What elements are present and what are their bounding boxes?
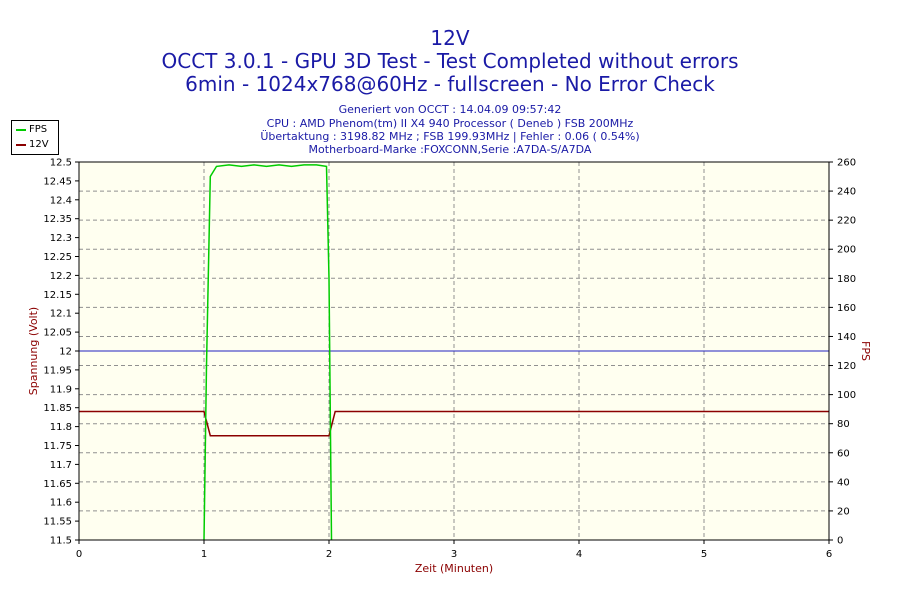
x-tick-label: 4 (576, 549, 582, 560)
x-tick-label: 1 (201, 549, 207, 560)
y-tick-label-right: 200 (837, 245, 856, 256)
y-tick-label-left: 11.9 (50, 384, 72, 395)
y-tick-label-left: 12.3 (50, 233, 72, 244)
y-tick-label-left: 11.6 (50, 498, 72, 509)
y-tick-label-right: 220 (837, 216, 856, 227)
y-tick-label-right: 180 (837, 274, 856, 285)
y-axis-title-right: FPS (859, 341, 872, 361)
y-tick-label-left: 11.65 (43, 479, 72, 490)
y-tick-label-left: 12.35 (43, 214, 72, 225)
x-tick-label: 3 (451, 549, 457, 560)
y-tick-label-left: 12.2 (50, 271, 72, 282)
legend-label-fps: FPS (29, 124, 48, 135)
y-tick-label-right: 80 (837, 419, 850, 430)
info-overclock: Übertaktung : 3198.82 MHz ; FSB 199.93MH… (260, 130, 640, 143)
x-tick-label: 5 (701, 549, 707, 560)
chart-legend: FPS 12V (11, 120, 59, 155)
y-tick-label-left: 11.85 (43, 403, 72, 414)
y-tick-label-left: 11.5 (50, 536, 72, 547)
y-tick-label-right: 260 (837, 158, 856, 169)
y-tick-label-left: 12 (59, 347, 72, 358)
y-tick-label-left: 11.7 (50, 460, 72, 471)
info-generated: Generiert von OCCT : 14.04.09 09:57:42 (338, 103, 562, 116)
info-motherboard: Motherboard-Marke :FOXCONN,Serie :A7DA-S… (308, 143, 592, 156)
y-tick-label-left: 11.8 (50, 422, 72, 433)
y-tick-label-left: 12.15 (43, 290, 72, 301)
y-tick-label-left: 12.05 (43, 328, 72, 339)
legend-swatch-12v (16, 144, 26, 146)
y-tick-label-right: 120 (837, 361, 856, 372)
x-tick-label: 2 (326, 549, 332, 560)
info-cpu: CPU : AMD Phenom(tm) II X4 940 Processor… (266, 117, 634, 130)
y-axis-title-left: Spannung (Volt) (27, 307, 40, 395)
y-tick-label-left: 12.25 (43, 252, 72, 263)
legend-label-12v: 12V (29, 139, 49, 150)
y-tick-label-right: 160 (837, 303, 856, 314)
chart-subtitle-config: 6min - 1024x768@60Hz - fullscreen - No E… (185, 72, 715, 96)
y-tick-label-right: 20 (837, 506, 850, 517)
y-tick-label-right: 0 (837, 536, 843, 547)
x-tick-label: 6 (826, 549, 832, 560)
chart-subtitle-test: OCCT 3.0.1 - GPU 3D Test - Test Complete… (161, 49, 739, 73)
legend-item-fps: FPS (16, 123, 56, 137)
x-tick-label: 0 (76, 549, 82, 560)
y-tick-label-right: 240 (837, 187, 856, 198)
y-tick-label-left: 11.55 (43, 517, 72, 528)
y-tick-label-right: 40 (837, 477, 850, 488)
series-line-12v (79, 410, 829, 437)
chart-title: 12V (430, 26, 470, 50)
y-tick-label-left: 11.75 (43, 441, 72, 452)
y-tick-label-left: 12.45 (43, 176, 72, 187)
legend-item-12v: 12V (16, 138, 56, 152)
series-line-fps (203, 164, 333, 541)
y-tick-label-right: 140 (837, 332, 856, 343)
y-tick-label-left: 11.95 (43, 365, 72, 376)
x-axis-title: Zeit (Minuten) (415, 562, 493, 575)
y-tick-label-left: 12.4 (50, 195, 72, 206)
y-tick-label-left: 12.1 (50, 309, 72, 320)
y-tick-label-right: 60 (837, 448, 850, 459)
legend-swatch-fps (16, 129, 26, 131)
y-tick-label-left: 12.5 (50, 158, 72, 169)
y-tick-label-right: 100 (837, 390, 856, 401)
